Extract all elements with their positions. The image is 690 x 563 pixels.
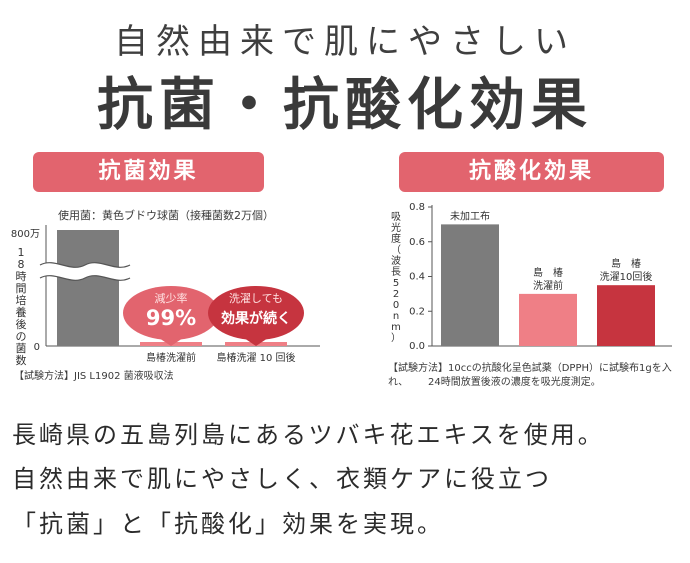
callout-reduction-label: 減少率: [155, 291, 188, 305]
right-bar-before-wash: [519, 293, 577, 346]
right-y-axis-label-char: 光: [391, 221, 401, 234]
left-x-label-after-wash: 島椿洗濯 10 回後: [216, 351, 295, 364]
callout-durability-value: 効果が続く: [221, 310, 291, 327]
right-category-label: 洗濯前: [533, 279, 563, 292]
right-y-axis-label-char: 5: [393, 278, 399, 289]
right-y-tick-label: 0.4: [409, 272, 425, 283]
left-y-axis-label-char: 後: [16, 317, 27, 331]
right-y-tick-label: 0.2: [409, 306, 425, 317]
right-y-axis-label-char: n: [393, 311, 399, 322]
left-y-axis-label-char: 間: [16, 282, 27, 295]
callout-reduction: [123, 286, 219, 340]
callout-durability: [208, 286, 304, 340]
right-bar-untreated: [441, 224, 499, 346]
right-category-label: 洗濯10回後: [600, 270, 653, 283]
antibacterial-method-note: 【試験方法】JIS L1902 菌液吸収法: [14, 371, 174, 382]
callout-durability-tail: [244, 338, 268, 346]
left-y-axis-label-char: 菌: [16, 342, 27, 355]
right-y-axis-label-char: 波: [391, 254, 401, 267]
right-y-axis-label-char: 2: [393, 289, 399, 300]
left-x-label-before-wash: 島椿洗濯前: [146, 351, 196, 364]
right-y-tick-label: 0.8: [409, 202, 425, 213]
left-y-axis-label-char: 時: [16, 270, 27, 283]
right-category-label: 未加工布: [450, 210, 490, 222]
axis-break-fill: [40, 262, 130, 281]
right-y-axis-label-char: （: [391, 244, 401, 256]
left-y-axis-label-char: 1: [18, 246, 25, 259]
left-bar-untreated: [57, 230, 119, 346]
right-y-axis-label-char: 0: [393, 300, 399, 311]
left-y-axis-label-char: 数: [16, 354, 27, 367]
callout-reduction-tail: [159, 338, 183, 346]
right-category-label: 島 椿: [533, 266, 563, 279]
left-y-axis-label-char: 養: [16, 305, 27, 319]
right-y-axis-label-char: m: [391, 322, 401, 333]
test-bacteria-note: 使用菌：黄色ブドウ球菌（接種菌数2万個）: [58, 209, 274, 222]
left-y-tick-max: 800万: [11, 229, 40, 240]
body-line-3: 「抗菌」と「抗酸化」効果を実現。: [12, 510, 444, 538]
left-y-axis-label-char: 8: [18, 258, 25, 271]
left-y-axis-label-char: 培: [16, 293, 27, 307]
left-y-axis-label-char: の: [16, 330, 27, 343]
axis-break-line-bottom: [39, 275, 131, 281]
antioxidant-pill: 抗酸化効果: [399, 152, 664, 192]
right-y-axis-label-char: 吸: [391, 212, 401, 223]
right-bar-after-10-wash: [597, 285, 655, 346]
callout-durability-label: 洗濯しても: [229, 292, 283, 305]
antibacterial-pill: 抗菌効果: [33, 152, 264, 192]
axis-break-line-top: [39, 262, 131, 268]
right-y-tick-label: 0.0: [409, 341, 425, 350]
body-line-2: 自然由来で肌にやさしく、衣類ケアに役立つ: [12, 465, 552, 493]
left-y-tick-zero: 0: [34, 342, 40, 353]
right-y-axis-label-char: 度: [391, 232, 401, 245]
antioxidant-method-note-2: 24時間放置後液の濃度を吸光度測定。: [428, 377, 601, 388]
right-y-tick-label: 0.6: [409, 237, 425, 248]
antioxidant-method-note-1: 【試験方法】10ccの抗酸化呈色試薬（DPPH）に試験布1gを入れ、: [388, 363, 672, 388]
hero-subtitle: 自然由来で肌にやさしい: [114, 22, 576, 62]
right-category-label: 島 椿: [611, 257, 641, 270]
body-line-1: 長崎県の五島列島にあるツバキ花エキスを使用。: [12, 421, 605, 449]
right-y-axis-label-char: ）: [391, 332, 401, 344]
right-y-axis-label-char: 長: [391, 266, 401, 278]
callout-reduction-value: 99%: [146, 306, 196, 330]
hero-title: 抗菌・抗酸化効果: [97, 73, 593, 138]
